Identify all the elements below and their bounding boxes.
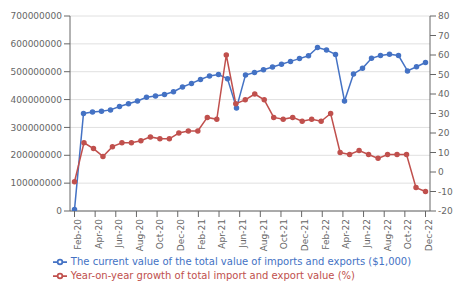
svg-text:100000000: 100000000	[10, 178, 62, 188]
svg-text:80: 80	[438, 11, 450, 21]
svg-text:600000000: 600000000	[10, 39, 62, 49]
svg-text:0: 0	[56, 206, 62, 216]
svg-text:200000000: 200000000	[10, 150, 62, 160]
svg-text:Apr-22: Apr-22	[341, 219, 351, 249]
svg-text:Aug-21: Aug-21	[259, 219, 269, 251]
svg-text:10: 10	[438, 148, 450, 158]
svg-text:-10: -10	[438, 187, 453, 197]
svg-text:40: 40	[438, 89, 450, 99]
svg-text:50: 50	[438, 70, 450, 80]
svg-text:Oct-21: Oct-21	[279, 219, 289, 249]
svg-text:0: 0	[438, 167, 444, 177]
svg-text:Oct-20: Oct-20	[155, 219, 165, 250]
svg-text:Feb-22: Feb-22	[321, 219, 331, 250]
svg-text:Dec-22: Dec-22	[424, 219, 434, 251]
svg-text:400000000: 400000000	[10, 95, 62, 105]
svg-text:Apr-20: Apr-20	[94, 219, 104, 249]
html-text:Year-on-year growth of total i: Year-on-year growth of total import and …	[70, 270, 355, 281]
svg-text:30: 30	[438, 109, 450, 119]
svg-text:Oct-22: Oct-22	[403, 219, 413, 249]
svg-text:Aug-22: Aug-22	[383, 219, 393, 251]
svg-text:Feb-20: Feb-20	[73, 219, 83, 250]
svg-text:Aug-20: Aug-20	[135, 219, 145, 252]
svg-text:Dec-20: Dec-20	[176, 219, 186, 251]
svg-text:Apr-21: Apr-21	[217, 219, 227, 249]
svg-text:60: 60	[438, 50, 450, 60]
svg-text:Feb-21: Feb-21	[197, 219, 207, 250]
svg-text:Jun-21: Jun-21	[238, 219, 248, 249]
svg-text:Jun-20: Jun-20	[114, 219, 124, 249]
svg-text:Jun-22: Jun-22	[362, 219, 372, 249]
html-text:The current value of the total: The current value of the total value of …	[70, 256, 412, 267]
svg-text:700000000: 700000000	[10, 11, 62, 21]
svg-text:20: 20	[438, 128, 450, 138]
svg-text:500000000: 500000000	[10, 67, 62, 77]
svg-text:300000000: 300000000	[10, 123, 62, 133]
svg-text:Dec-21: Dec-21	[300, 219, 310, 251]
svg-text:-20: -20	[438, 206, 453, 216]
svg-text:70: 70	[438, 31, 450, 41]
